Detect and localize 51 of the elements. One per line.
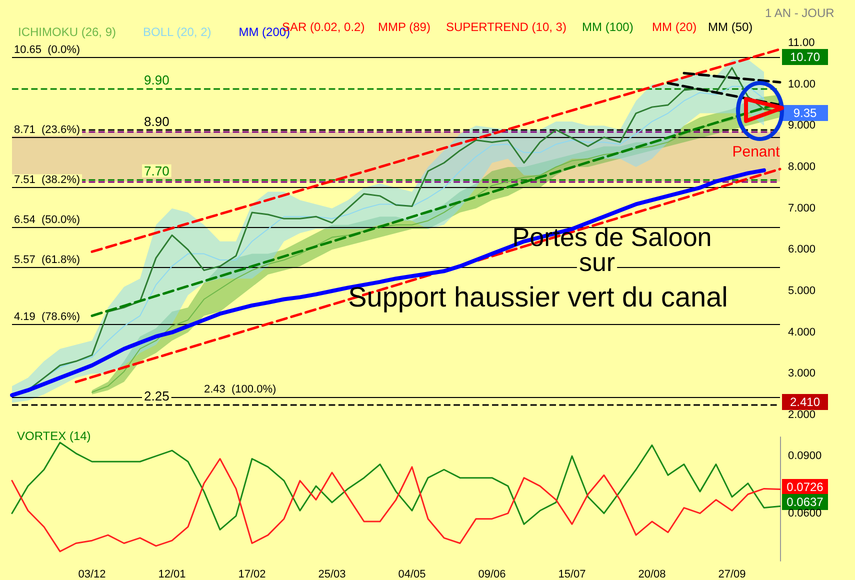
text: MM (100) — [582, 20, 634, 34]
text: MMP (89) — [378, 20, 430, 34]
ref-line-label: 2.25 — [144, 388, 170, 404]
annotation: 0.0726 — [786, 480, 824, 494]
x-tick-label: 17/02 — [238, 568, 266, 580]
y-tick-label: 4.000 — [788, 326, 816, 338]
text: 10.70 — [790, 50, 820, 64]
ref-line-label: 8.90 — [144, 114, 170, 129]
text: 9.35 — [793, 106, 817, 120]
y-tick-label: 6.000 — [788, 244, 816, 256]
ref-line-label: 7.70 — [144, 163, 170, 178]
ref-line-label: 9.90 — [144, 72, 170, 88]
x-tick-label: 20/08 — [638, 568, 666, 580]
y-tick-label: 0.0900 — [788, 450, 822, 462]
y-tick-label: 11.00 — [788, 37, 815, 49]
ref-line-label: 7.51 (38.2%) — [14, 174, 80, 186]
annotation: Support haussier vert du canal — [348, 282, 728, 312]
y-tick-label: 2.000 — [788, 409, 816, 421]
x-tick-label: 03/12 — [78, 568, 106, 580]
annotation: 0.0637 — [786, 495, 824, 509]
chart-subtitle: 1 AN - JOUR — [764, 6, 835, 20]
x-tick-label: 25/03 — [318, 568, 346, 580]
chart-title: VORTEX (14) — [17, 429, 91, 443]
y-tick-label: 0.0600 — [788, 507, 822, 520]
annotation: sur — [578, 247, 616, 277]
ref-line-label: 5.57 (61.8%) — [14, 254, 80, 266]
ref-line-label: 8.71 (23.6%) — [14, 124, 80, 136]
text: SUPERTREND (10, 3) — [446, 20, 566, 34]
x-tick-label: 04/05 — [398, 568, 426, 580]
line-series — [11, 458, 781, 552]
y-tick-label: 7.000 — [788, 202, 816, 214]
ref-line-label: 2.43 (100.0%) — [204, 384, 276, 396]
x-tick-label: 09/06 — [478, 568, 506, 580]
text: MM (50) — [708, 20, 753, 34]
line-series — [11, 442, 781, 530]
x-tick-label: 27/09 — [718, 568, 746, 580]
ref-line-label: 10.65 (0.0%) — [14, 44, 80, 56]
y-tick-label: 5.000 — [788, 285, 816, 297]
text: 2.410 — [790, 395, 820, 409]
y-tick-label: 9.000 — [788, 120, 816, 132]
y-tick-label: 3.000 — [788, 368, 816, 380]
annotation: Penant — [732, 144, 781, 160]
text: ICHIMOKU (26, 9) — [18, 25, 116, 39]
ref-line-label: 6.54 (50.0%) — [14, 214, 80, 226]
text: MM (20) — [652, 20, 697, 34]
text: BOLL (20, 2) — [143, 25, 212, 39]
y-tick-label: 10.00 — [788, 78, 816, 90]
x-tick-label: 15/07 — [558, 568, 586, 580]
x-tick-label: 12/01 — [158, 568, 186, 580]
y-tick-label: 8.000 — [788, 161, 816, 173]
ref-line-label: 4.19 (78.6%) — [14, 310, 80, 323]
